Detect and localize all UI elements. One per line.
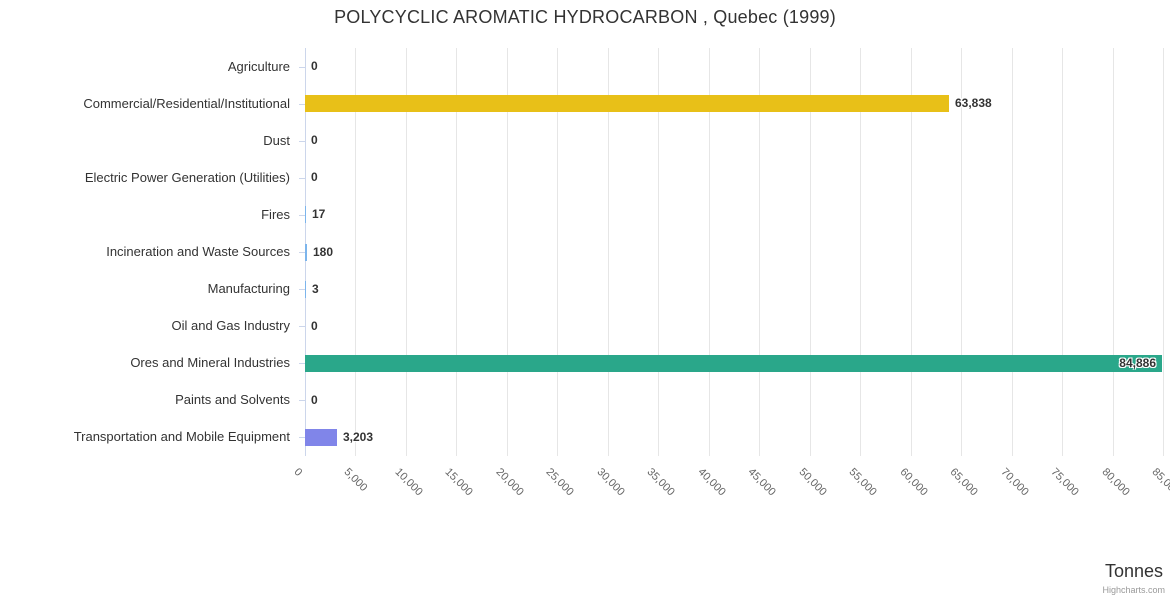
category-tick [299, 400, 305, 401]
gridline [557, 48, 558, 456]
credits-link[interactable]: Highcharts.com [1102, 585, 1165, 595]
gridline [961, 48, 962, 456]
bar-value-label: 3 [312, 282, 319, 296]
category-label: Paints and Solvents [175, 392, 290, 407]
category-label: Fires [261, 207, 290, 222]
x-tick-label: 35,000 [644, 466, 677, 499]
category-tick [299, 326, 305, 327]
bar-value-label: 84,886 [1119, 356, 1156, 370]
bar-value-label: 63,838 [955, 96, 992, 110]
x-tick-label: 85,000 [1149, 466, 1170, 499]
category-label: Commercial/Residential/Institutional [83, 96, 290, 111]
bar[interactable] [305, 355, 1162, 372]
x-tick-label: 15,000 [442, 466, 475, 499]
x-tick-label: 0 [291, 466, 305, 479]
gridline [1163, 48, 1164, 456]
category-label: Incineration and Waste Sources [106, 244, 290, 259]
x-tick-label: 80,000 [1099, 466, 1132, 499]
bar-value-label: 0 [311, 170, 318, 184]
category-label: Electric Power Generation (Utilities) [84, 170, 290, 185]
x-tick-label: 20,000 [493, 466, 526, 499]
x-tick-label: 75,000 [1048, 466, 1081, 499]
bar-value-label: 0 [311, 319, 318, 333]
category-label: Manufacturing [207, 281, 290, 296]
category-tick [299, 252, 305, 253]
gridline [759, 48, 760, 456]
bar-value-label: 180 [313, 245, 334, 259]
gridline [1012, 48, 1013, 456]
gridline [709, 48, 710, 456]
x-tick-label: 55,000 [846, 466, 879, 499]
x-tick-label: 10,000 [392, 466, 425, 499]
category-label: Dust [263, 133, 290, 148]
bar[interactable] [305, 429, 338, 446]
x-axis-title: Tonnes [1104, 561, 1163, 581]
bar[interactable] [305, 95, 950, 112]
category-axis: Agriculture Commercial/Residential/Instit… [0, 48, 305, 456]
x-tick-label: 5,000 [341, 466, 370, 494]
x-tick-label: 40,000 [695, 466, 728, 499]
x-tick-label: 65,000 [947, 466, 980, 499]
bar-value-label: 17 [312, 207, 326, 221]
gridline [1062, 48, 1063, 456]
gridline [608, 48, 609, 456]
category-label: Transportation and Mobile Equipment [73, 429, 290, 444]
gridline [658, 48, 659, 456]
bar-value-label: 0 [311, 393, 318, 407]
bar[interactable] [305, 244, 307, 261]
category-tick [299, 67, 305, 68]
x-tick-label: 45,000 [745, 466, 778, 499]
gridline [456, 48, 457, 456]
category-tick [299, 437, 305, 438]
bar[interactable] [305, 281, 306, 298]
category-tick [299, 178, 305, 179]
gridline [860, 48, 861, 456]
chart-title: POLYCYCLIC AROMATIC HYDROCARBON , Quebec… [334, 7, 836, 27]
category-tick [299, 104, 305, 105]
plot-area: 0 63,838 0 0 17 180 3 0 84,886 0 3,203 [305, 48, 1164, 456]
bar-value-label: 0 [311, 59, 318, 73]
x-tick-label: 60,000 [897, 466, 930, 499]
category-label: Oil and Gas Industry [171, 318, 291, 333]
bar[interactable] [305, 206, 306, 223]
x-tick-label: 25,000 [543, 466, 576, 499]
x-tick-label: 50,000 [796, 466, 829, 499]
x-tick-label: 30,000 [594, 466, 627, 499]
gridline [507, 48, 508, 456]
gridline [406, 48, 407, 456]
category-tick [299, 141, 305, 142]
category-tick [299, 215, 305, 216]
gridline [355, 48, 356, 456]
bar-value-label: 0 [311, 133, 318, 147]
category-tick [299, 289, 305, 290]
category-label: Agriculture [227, 59, 290, 74]
category-tick [299, 363, 305, 364]
gridline [911, 48, 912, 456]
category-label: Ores and Mineral Industries [130, 355, 290, 370]
gridline [1113, 48, 1114, 456]
gridline [810, 48, 811, 456]
bar-value-label: 3,203 [343, 430, 374, 444]
x-tick-label: 70,000 [998, 466, 1031, 499]
